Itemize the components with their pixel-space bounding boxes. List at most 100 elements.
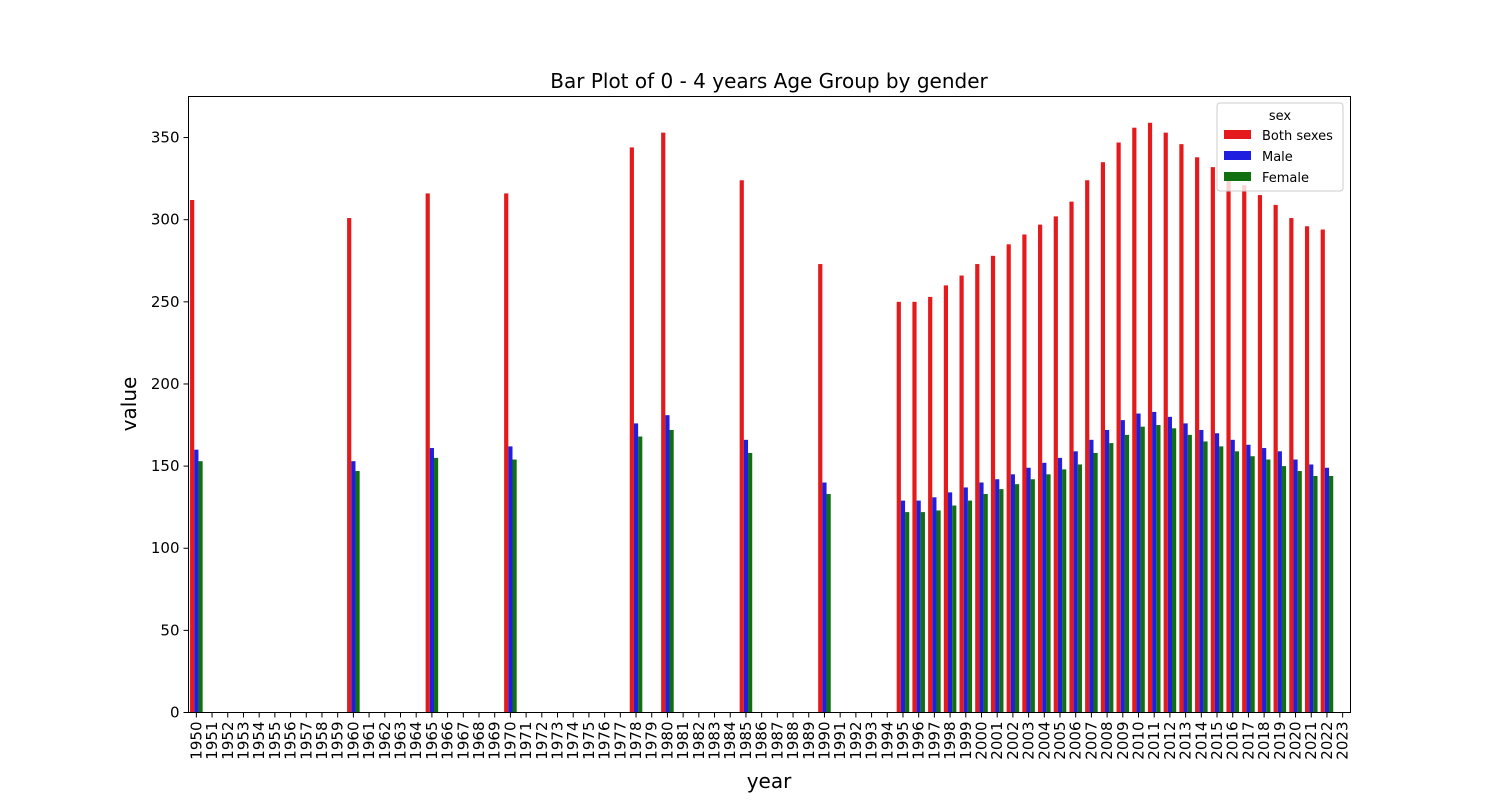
- x-tick-label: 2002: [1004, 722, 1022, 760]
- bar-male: [1167, 416, 1173, 713]
- x-tick-label: 2014: [1192, 722, 1210, 760]
- x-tick-label: 1963: [391, 722, 409, 760]
- x-tick-label: 1985: [737, 722, 755, 760]
- x-axis-ticks: 1950195119521953195419551956195719581959…: [187, 712, 1352, 760]
- x-tick-label: 1961: [360, 722, 378, 760]
- legend-swatch: [1224, 151, 1251, 160]
- bar-female: [952, 505, 957, 713]
- bar-female: [1140, 426, 1145, 713]
- bar-female: [826, 494, 831, 713]
- bar-male: [351, 461, 356, 713]
- bar-male: [900, 500, 906, 713]
- x-tick-label: 2005: [1051, 722, 1069, 760]
- bar-both-sexes: [928, 296, 933, 713]
- x-tick-label: 1999: [957, 722, 975, 760]
- x-tick-label: 2016: [1224, 722, 1242, 760]
- bar-both-sexes: [912, 301, 917, 713]
- x-tick-label: 1977: [611, 722, 629, 760]
- x-tick-label: 1987: [768, 722, 786, 760]
- bar-male: [633, 423, 639, 713]
- x-tick-label: 1974: [564, 722, 582, 760]
- bar-male: [665, 415, 670, 713]
- bar-female: [1172, 428, 1177, 713]
- y-tick-label: 200: [151, 375, 180, 393]
- x-tick-label: 1976: [596, 722, 614, 760]
- x-tick-label: 1979: [643, 722, 661, 760]
- x-tick-label: 1962: [376, 722, 394, 760]
- bar-female: [1062, 469, 1067, 713]
- bar-both-sexes: [1179, 144, 1184, 713]
- x-tick-label: 2020: [1287, 722, 1305, 760]
- bar-both-sexes: [1304, 226, 1310, 713]
- x-tick-label: 1995: [894, 722, 912, 760]
- bar-both-sexes: [1257, 195, 1263, 713]
- bar-both-sexes: [1163, 132, 1168, 713]
- bar-both-sexes: [425, 193, 430, 713]
- x-tick-label: 1972: [533, 722, 551, 760]
- x-tick-label: 2012: [1161, 722, 1179, 760]
- bar-female: [905, 512, 910, 713]
- bar-female: [1281, 466, 1287, 713]
- bar-both-sexes: [1320, 229, 1325, 713]
- bar-female: [983, 494, 988, 713]
- x-tick-label: 1978: [627, 722, 645, 760]
- bar-both-sexes: [818, 264, 823, 713]
- bar-both-sexes: [1022, 234, 1027, 713]
- bar-both-sexes: [959, 275, 964, 713]
- x-tick-label: 1971: [517, 722, 535, 760]
- bar-male: [995, 479, 1000, 713]
- x-tick-label: 1954: [250, 722, 268, 760]
- bar-both-sexes: [1289, 218, 1294, 713]
- bar-female: [1046, 474, 1051, 713]
- x-tick-label: 1991: [831, 722, 849, 760]
- x-tick-label: 2003: [1020, 722, 1038, 760]
- bar-male: [1010, 474, 1015, 713]
- x-tick-label: 1960: [344, 722, 362, 760]
- bar-male: [1293, 459, 1298, 713]
- bar-both-sexes: [1038, 224, 1043, 713]
- bar-female: [1329, 475, 1334, 713]
- x-tick-label: 1958: [313, 722, 331, 760]
- x-tick-label: 1957: [297, 722, 315, 760]
- bar-both-sexes: [990, 255, 996, 713]
- bar-male: [1136, 413, 1141, 713]
- x-tick-label: 1993: [863, 722, 881, 760]
- bar-male: [1262, 448, 1267, 713]
- bar-male: [194, 449, 199, 713]
- legend: sex Both sexes Male Female: [1216, 102, 1344, 192]
- x-tick-label: 1997: [925, 722, 943, 760]
- bar-female: [1219, 446, 1224, 713]
- y-tick-label: 0: [170, 704, 180, 722]
- x-tick-label: 1969: [486, 722, 504, 760]
- bar-female: [936, 510, 941, 713]
- bar-female: [748, 452, 753, 713]
- bar-male: [932, 497, 937, 713]
- x-tick-label: 1955: [266, 722, 284, 760]
- bar-male: [1089, 439, 1094, 713]
- chart-title: Bar Plot of 0 - 4 years Age Group by gen…: [550, 69, 988, 93]
- x-tick-label: 1994: [878, 722, 896, 760]
- bar-both-sexes: [1116, 142, 1121, 713]
- x-tick-label: 2001: [988, 722, 1006, 760]
- x-tick-label: 1953: [234, 722, 252, 760]
- x-tick-label: 2007: [1082, 722, 1100, 760]
- bar-female: [1109, 443, 1114, 713]
- bar-both-sexes: [1006, 244, 1011, 713]
- x-tick-label: 2022: [1318, 722, 1336, 760]
- bar-both-sexes: [661, 132, 666, 713]
- legend-label: Both sexes: [1262, 129, 1333, 144]
- bar-both-sexes: [1100, 162, 1106, 713]
- bar-both-sexes: [1242, 185, 1247, 713]
- x-tick-label: 1983: [706, 722, 724, 760]
- bar-male: [1026, 467, 1031, 713]
- bar-both-sexes: [1132, 127, 1137, 713]
- bar-male: [743, 439, 749, 713]
- bar-both-sexes: [347, 218, 352, 713]
- bar-female: [1187, 434, 1192, 713]
- x-tick-label: 1952: [219, 722, 237, 760]
- plot-frame: [188, 96, 1351, 713]
- bar-male: [963, 487, 968, 713]
- bar-both-sexes: [1273, 204, 1278, 713]
- x-tick-label: 1966: [439, 722, 457, 760]
